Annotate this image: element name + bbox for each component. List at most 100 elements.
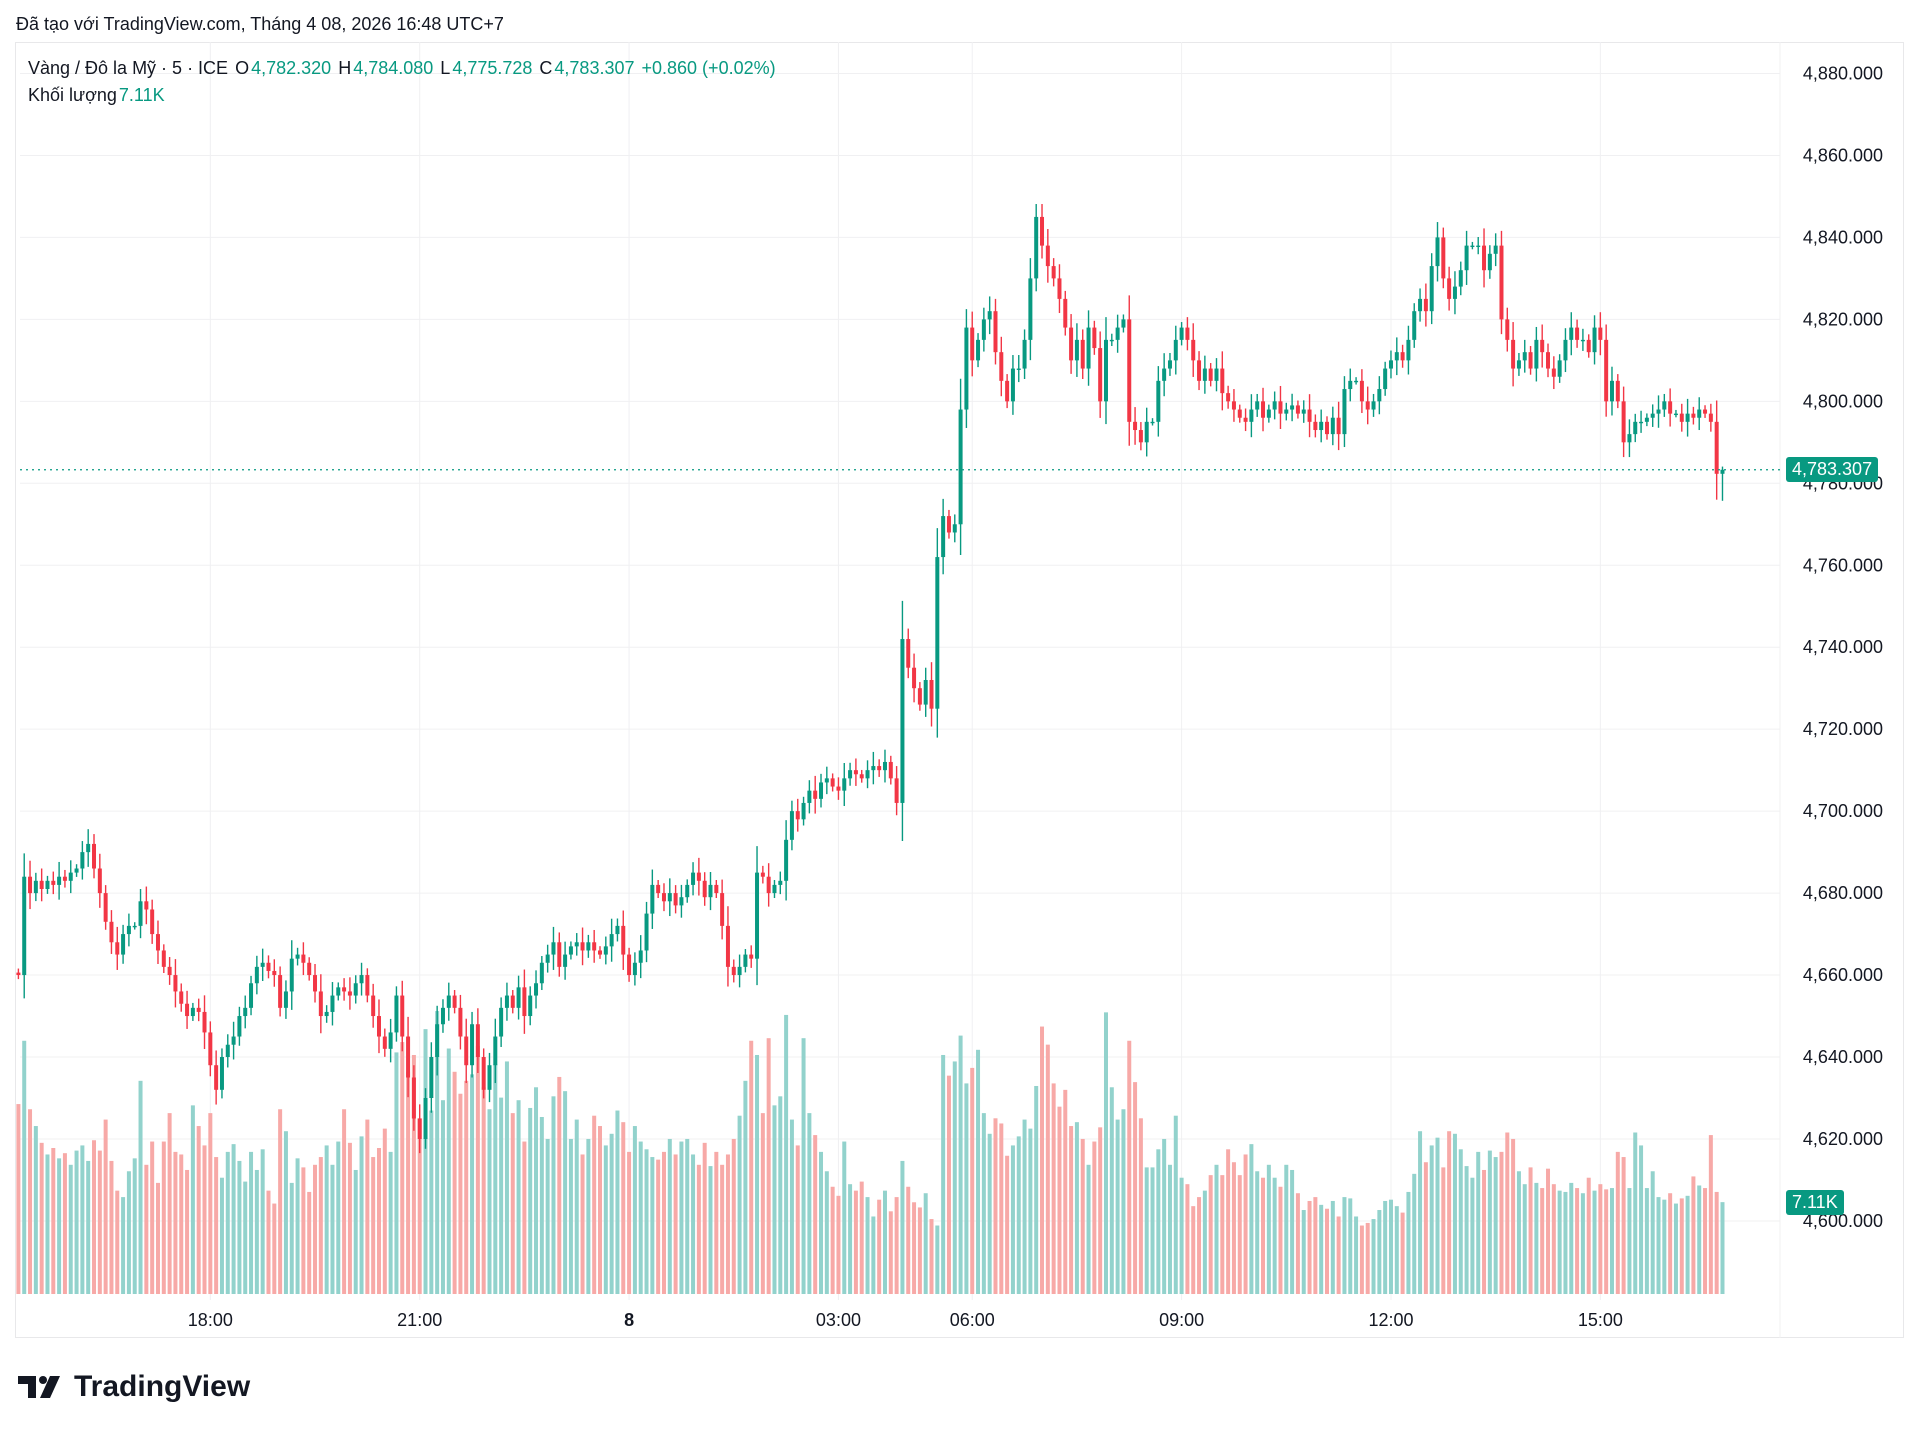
candle-body	[1685, 413, 1690, 422]
volume-bar	[1441, 1167, 1446, 1294]
volume-bar	[278, 1109, 283, 1294]
candle-body	[574, 942, 579, 947]
candle-body	[423, 1098, 428, 1139]
candle-body	[1115, 327, 1120, 340]
candle-down	[673, 885, 678, 914]
candle-down	[1540, 324, 1545, 368]
candle-body	[1010, 368, 1015, 402]
candle-down	[196, 998, 201, 1022]
candle-body	[1243, 417, 1248, 422]
volume-bar	[1354, 1216, 1359, 1294]
volume-bar	[45, 1154, 50, 1294]
candle-body	[150, 909, 155, 935]
candle-body	[522, 987, 527, 1017]
candle-body	[1679, 413, 1684, 422]
volume-bar	[394, 1052, 399, 1294]
volume-bar	[1406, 1191, 1411, 1294]
candle-down	[39, 868, 44, 902]
volume-bar	[1325, 1208, 1329, 1294]
candle-down	[696, 857, 701, 896]
candle-up	[819, 773, 824, 808]
candle-body	[121, 934, 126, 955]
volume-bar	[871, 1216, 876, 1294]
volume-bar	[342, 1109, 347, 1294]
volume-bar	[22, 1040, 27, 1294]
symbol-title[interactable]: Vàng / Đô la Mỹ · 5 · ICE	[28, 58, 229, 78]
candle-body	[1482, 245, 1487, 271]
candle-up	[778, 871, 783, 895]
volume-bar	[981, 1113, 986, 1294]
candle-down	[830, 773, 835, 792]
volume-bar	[1202, 1190, 1207, 1294]
candle-body	[452, 995, 457, 1008]
candle-down	[766, 863, 771, 907]
candle-body	[1290, 405, 1295, 410]
candle-up	[1371, 393, 1376, 417]
candle-down	[382, 1028, 387, 1057]
candle-up	[1563, 328, 1568, 373]
ohlc-row: Vàng / Đô la Mỹ · 5 · ICE O 4,782.320 H 4,…	[28, 55, 778, 82]
candle-body	[1342, 389, 1347, 435]
volume-bar	[260, 1149, 265, 1294]
volume-bar	[1546, 1168, 1551, 1294]
volume-bar	[80, 1145, 85, 1294]
volume-bar	[667, 1138, 672, 1294]
candle-down	[202, 995, 207, 1050]
volume-bar	[1394, 1206, 1399, 1294]
candle-up	[1202, 355, 1207, 394]
candle-up	[848, 762, 853, 786]
candle-body	[1138, 430, 1143, 443]
candle-body	[365, 975, 370, 996]
candle-body	[685, 884, 690, 898]
candle-down	[16, 968, 21, 980]
candle-body	[1359, 380, 1364, 402]
candle-body	[1470, 245, 1475, 248]
candle-down	[510, 990, 515, 1014]
candle-body	[1511, 339, 1516, 369]
candle-body	[243, 1007, 248, 1017]
tradingview-logo[interactable]: TradingView	[18, 1370, 250, 1404]
candle-body	[1383, 368, 1388, 390]
candle-up	[254, 955, 259, 995]
candle-up	[231, 1021, 236, 1060]
volume-bar	[772, 1105, 777, 1294]
candle-body	[912, 667, 917, 689]
candle-body	[1319, 421, 1324, 431]
volume-bar	[499, 1097, 504, 1294]
candle-up	[1627, 419, 1632, 458]
volume-bar	[1330, 1200, 1335, 1294]
candle-down	[103, 885, 108, 930]
volume-bar	[1511, 1138, 1516, 1294]
volume-bar	[57, 1158, 62, 1294]
candle-body	[987, 311, 992, 320]
volume-bar	[598, 1126, 602, 1294]
candle-up	[789, 800, 794, 851]
volume-bar	[481, 1087, 486, 1294]
candle-down	[272, 959, 277, 987]
candle-up	[650, 869, 655, 929]
volume-bar	[1377, 1210, 1382, 1294]
volume-bar	[196, 1126, 201, 1294]
candle-down	[749, 945, 754, 968]
volume-bar	[766, 1038, 771, 1294]
candle-body	[557, 942, 562, 967]
candle-body	[964, 327, 969, 410]
candle-up	[534, 970, 539, 1009]
candle-body	[22, 876, 27, 976]
volume-bar	[74, 1150, 79, 1294]
candle-up	[394, 986, 399, 1042]
volume-bar	[440, 1100, 445, 1294]
candle-body	[144, 901, 149, 910]
candle-body	[1045, 245, 1050, 267]
candle-body	[504, 995, 509, 1008]
volume-bars	[16, 1011, 1725, 1294]
chart-panel[interactable]	[15, 42, 1904, 1338]
candle-body	[1388, 360, 1393, 369]
candle-up	[1534, 326, 1539, 382]
candle-body	[766, 876, 771, 894]
candle-body	[318, 991, 323, 1017]
volume-label[interactable]: Khối lượng	[28, 85, 117, 105]
candle-up	[1720, 466, 1725, 501]
candle-body	[231, 1036, 236, 1045]
